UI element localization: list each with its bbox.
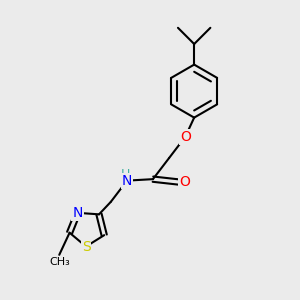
Text: S: S (82, 239, 90, 254)
Text: N: N (72, 206, 83, 220)
Text: N: N (122, 174, 132, 188)
Text: O: O (179, 175, 190, 189)
Text: O: O (180, 130, 191, 144)
Text: CH₃: CH₃ (49, 257, 70, 267)
Text: H: H (121, 168, 130, 181)
